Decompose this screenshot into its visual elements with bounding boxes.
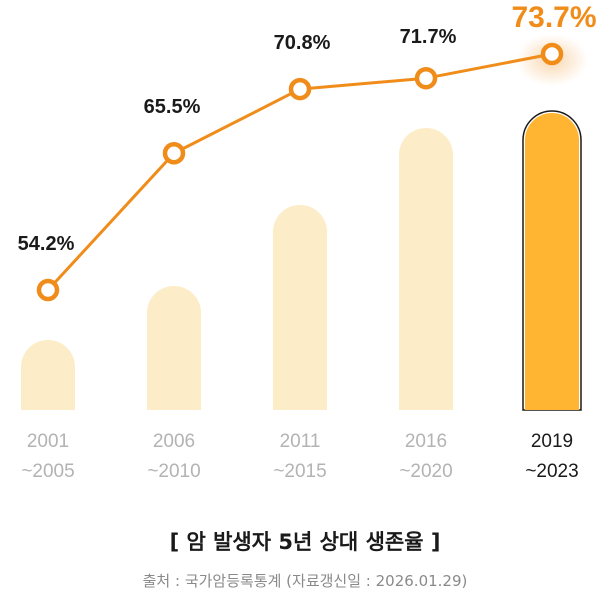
point-marker-0	[36, 278, 60, 302]
labels-group: 54.2% 65.5% 70.8% 71.7% 73.7%	[18, 1, 597, 255]
survival-rate-chart: 54.2% 65.5% 70.8% 71.7% 73.7% 2001 ~2005 2006 ~…	[18, 1, 597, 482]
category-label-2-1: ~2015	[273, 461, 326, 482]
point-marker-2	[288, 77, 312, 101]
chart-title: [ 암 발생자 5년 상대 생존율 ]	[169, 530, 441, 554]
bar-0	[21, 340, 75, 410]
categories-group: 2001 ~2005 2006 ~2010 2011 ~2015 2016 ~2020 2019…	[21, 431, 578, 482]
line-group	[36, 34, 588, 302]
category-label-4-1: ~2023	[525, 461, 578, 482]
category-label-3-1: ~2020	[399, 461, 452, 482]
category-label-0-0: 2001	[27, 431, 69, 452]
data-label-3: 71.7%	[400, 26, 457, 48]
category-label-1-1: ~2010	[147, 461, 200, 482]
point-marker-1	[162, 141, 186, 165]
bar-4	[525, 113, 579, 410]
category-label-1-0: 2006	[153, 431, 195, 452]
category-label-2-0: 2011	[280, 431, 321, 452]
data-label-4: 73.7%	[511, 1, 596, 34]
bar-3	[399, 128, 453, 410]
point-marker-4	[540, 42, 564, 66]
chart-source: 출처 : 국가암등록통계 (자료갱신일 : 2026.01.29)	[142, 572, 468, 590]
category-label-3-0: 2016	[405, 431, 447, 452]
bars-group	[21, 110, 582, 411]
bar-1	[147, 286, 201, 410]
category-label-0-1: ~2005	[21, 461, 74, 482]
category-label-4-0: 2019	[531, 431, 573, 452]
data-label-0: 54.2%	[18, 233, 75, 255]
point-marker-3	[414, 66, 438, 90]
data-label-2: 70.8%	[274, 32, 331, 54]
data-label-1: 65.5%	[144, 96, 201, 118]
highlight-bar-outline	[522, 110, 582, 411]
bar-2	[273, 205, 327, 410]
